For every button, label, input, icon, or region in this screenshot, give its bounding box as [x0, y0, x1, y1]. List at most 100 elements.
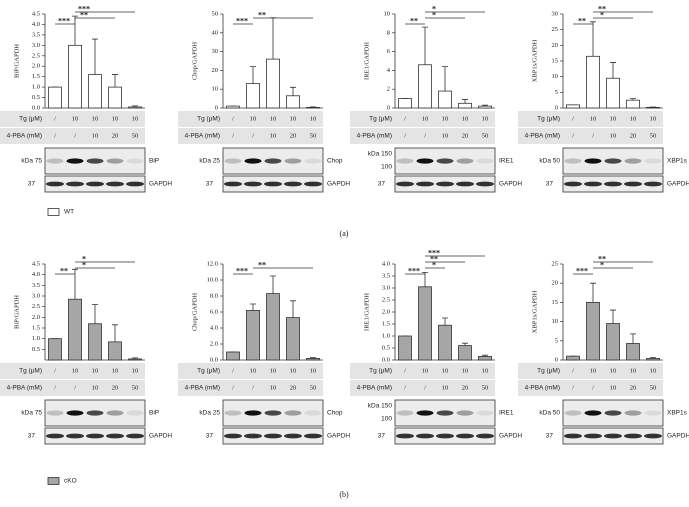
- blot-band: [644, 433, 662, 439]
- bar: [646, 358, 660, 361]
- blot-band: [584, 158, 602, 164]
- condition-row: [178, 111, 323, 127]
- condition-cell: 20: [630, 384, 637, 391]
- blot-band: [476, 181, 494, 187]
- blot-target-label: Chop: [327, 410, 343, 417]
- y-tick-label: 10: [552, 318, 559, 325]
- blot-band: [244, 410, 262, 416]
- bar: [586, 301, 600, 361]
- blot-band: [624, 433, 642, 439]
- blot-loading-label: GAPDH: [149, 433, 172, 440]
- significance-label: ***: [236, 16, 248, 25]
- y-tick-label: 8.0: [210, 292, 218, 299]
- condition-cell: /: [572, 132, 574, 139]
- condition-cell: /: [592, 132, 594, 139]
- blot-band: [224, 433, 242, 439]
- condition-row: [518, 380, 663, 396]
- blot-band: [284, 158, 302, 164]
- condition-cell: 20: [630, 132, 637, 139]
- y-tick-label: 0.5: [32, 94, 40, 101]
- y-tick-label: 0: [387, 104, 390, 111]
- blot-band: [66, 158, 84, 164]
- y-tick-label: 3.5: [32, 282, 40, 289]
- error-bar: [462, 99, 468, 104]
- condition-label: 4-PBA (mM): [357, 133, 392, 140]
- blot-band: [46, 433, 64, 439]
- blot-band: [106, 158, 124, 164]
- condition-label: Tg (μM): [197, 368, 220, 375]
- error-bar: [250, 66, 256, 84]
- y-tick-label: 3.5: [382, 272, 390, 279]
- significance-label: *: [600, 260, 604, 269]
- bar: [286, 317, 300, 361]
- condition-cell: /: [572, 367, 574, 374]
- condition-cell: 10: [92, 132, 99, 139]
- blot-band: [264, 181, 282, 187]
- blot-band: [436, 181, 454, 187]
- bar: [398, 335, 412, 361]
- y-tick-label: 4.0: [382, 260, 390, 267]
- y-tick-label: 0: [555, 356, 558, 363]
- bar: [306, 107, 320, 109]
- y-tick-label: 2: [387, 86, 390, 93]
- blot-band: [644, 158, 662, 164]
- y-tick-label: 10: [552, 73, 559, 80]
- blot-band: [304, 433, 322, 439]
- y-tick-label: 1.0: [32, 335, 40, 342]
- blot-target-label: BiP: [149, 158, 159, 165]
- condition-cell: 10: [72, 115, 79, 122]
- blot-band: [644, 410, 662, 416]
- condition-cell: /: [232, 132, 234, 139]
- blot-marker: kDa 50: [539, 410, 560, 417]
- blot-loading-marker: 37: [206, 433, 214, 440]
- condition-label: 4-PBA (mM): [525, 133, 560, 140]
- blot-loading-marker: 37: [378, 181, 386, 188]
- bar: [286, 95, 300, 109]
- y-tick-label: 3.0: [382, 284, 390, 291]
- blot-marker: kDa 75: [21, 158, 42, 165]
- error-bar: [290, 86, 296, 96]
- condition-row: [350, 111, 495, 127]
- condition-cell: 20: [290, 384, 297, 391]
- condition-cell: 10: [630, 115, 637, 122]
- condition-cell: 10: [610, 115, 617, 122]
- condition-cell: 10: [422, 115, 429, 122]
- condition-cell: 10: [650, 367, 657, 374]
- blot-band: [126, 433, 144, 439]
- blot-loading-marker: 37: [206, 181, 214, 188]
- condition-cell: 10: [250, 367, 257, 374]
- significance-label: *: [600, 10, 604, 19]
- condition-cell: /: [572, 384, 574, 391]
- bar: [48, 338, 62, 361]
- y-tick-label: 2.0: [32, 314, 40, 321]
- blot-target-label: XBP1s: [667, 410, 688, 417]
- y-tick-label: 2.5: [32, 303, 40, 310]
- error-bar: [422, 26, 428, 65]
- y-tick-label: 0.0: [210, 356, 218, 363]
- significance-label: **: [430, 254, 438, 263]
- error-bar: [112, 74, 118, 88]
- error-bar: [72, 15, 78, 46]
- y-axis-label: BiP/GAPDH: [13, 295, 20, 329]
- condition-cell: /: [592, 384, 594, 391]
- blot-band: [106, 181, 124, 187]
- bar: [438, 324, 452, 361]
- significance-label: **: [410, 16, 418, 25]
- y-tick-label: 4.0: [210, 324, 218, 331]
- condition-cell: 10: [650, 115, 657, 122]
- blot-band: [46, 410, 64, 416]
- blot-band: [584, 433, 602, 439]
- y-tick-label: 3.5: [32, 31, 40, 38]
- y-tick-label: 5: [555, 89, 558, 96]
- significance-label: *: [432, 4, 436, 13]
- condition-label: Tg (μM): [537, 368, 560, 375]
- blot-band: [624, 181, 642, 187]
- bar: [226, 105, 240, 109]
- significance-label: **: [258, 10, 266, 19]
- condition-cell: /: [54, 367, 56, 374]
- bar: [226, 351, 240, 361]
- y-tick-label: 2.5: [382, 296, 390, 303]
- condition-cell: 10: [310, 367, 317, 374]
- condition-label: Tg (μM): [369, 368, 392, 375]
